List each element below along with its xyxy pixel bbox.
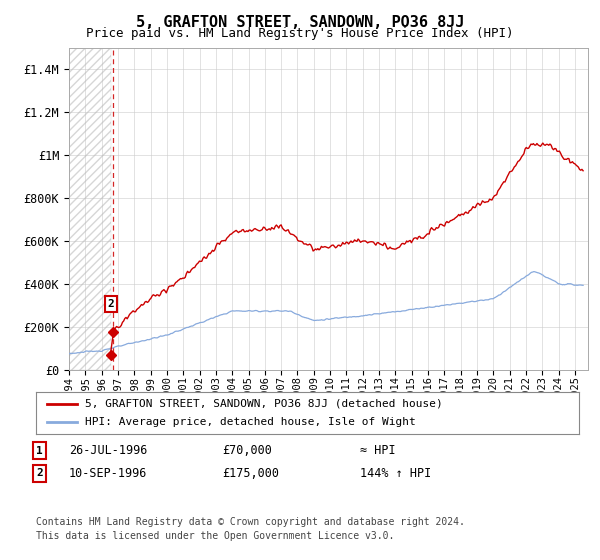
Text: 5, GRAFTON STREET, SANDOWN, PO36 8JJ (detached house): 5, GRAFTON STREET, SANDOWN, PO36 8JJ (de… (85, 399, 443, 409)
Bar (69, 48, 110, 370)
Text: Price paid vs. HM Land Registry's House Price Index (HPI): Price paid vs. HM Land Registry's House … (86, 27, 514, 40)
Text: 2: 2 (107, 299, 114, 309)
Text: £70,000: £70,000 (222, 444, 272, 458)
Text: 144% ↑ HPI: 144% ↑ HPI (360, 466, 431, 480)
Text: 26-JUL-1996: 26-JUL-1996 (69, 444, 148, 458)
Text: HPI: Average price, detached house, Isle of Wight: HPI: Average price, detached house, Isle… (85, 417, 416, 427)
Text: 5, GRAFTON STREET, SANDOWN, PO36 8JJ: 5, GRAFTON STREET, SANDOWN, PO36 8JJ (136, 15, 464, 30)
Text: 2: 2 (36, 468, 43, 478)
Text: £175,000: £175,000 (222, 466, 279, 480)
Text: 1: 1 (36, 446, 43, 456)
Text: ≈ HPI: ≈ HPI (360, 444, 395, 458)
Text: Contains HM Land Registry data © Crown copyright and database right 2024.
This d: Contains HM Land Registry data © Crown c… (36, 517, 465, 541)
Text: 10-SEP-1996: 10-SEP-1996 (69, 466, 148, 480)
